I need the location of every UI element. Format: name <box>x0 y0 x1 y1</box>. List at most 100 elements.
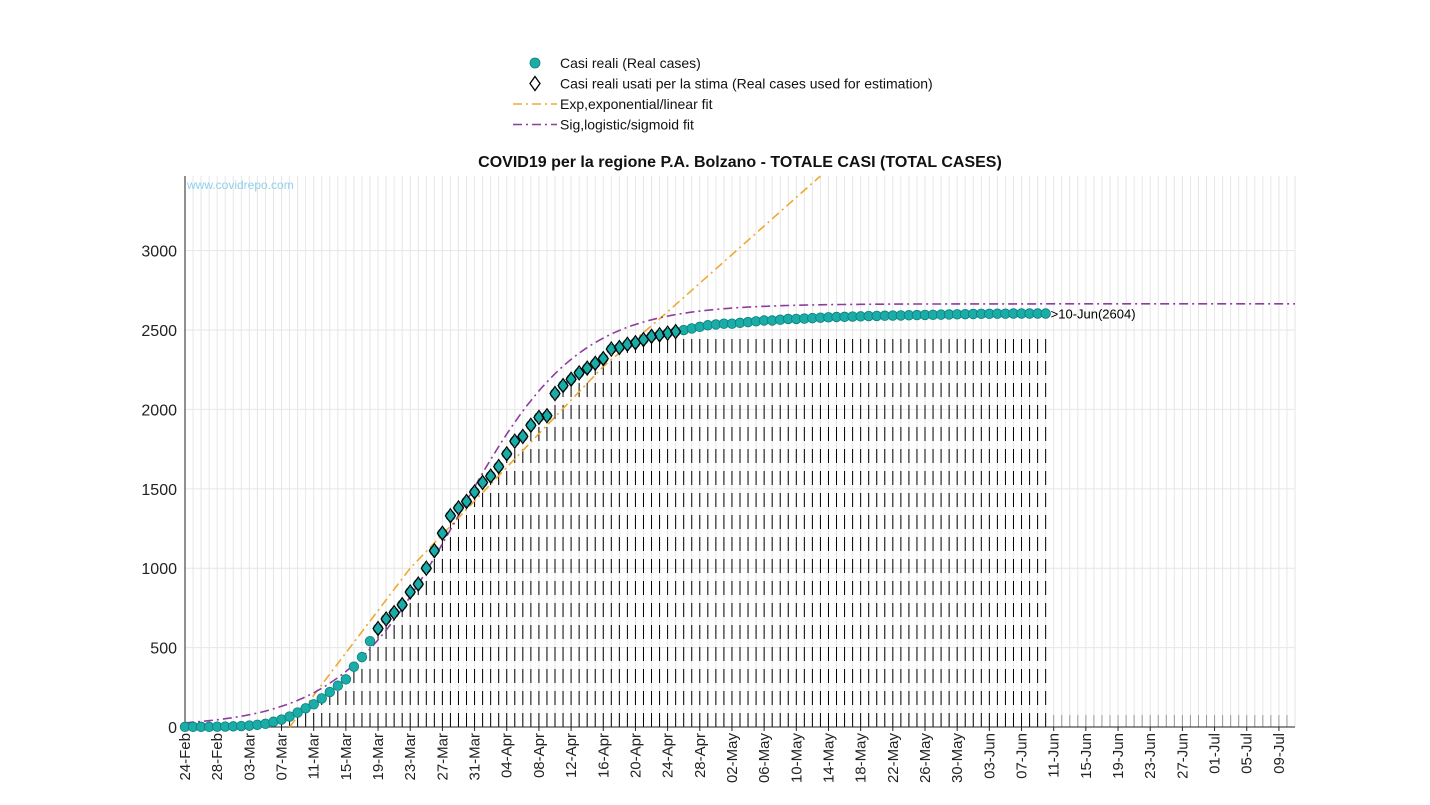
real-case-point <box>388 607 400 618</box>
x-tick-label: 11-Jun <box>1046 733 1063 778</box>
labels: 0 500 1000 1500 2000 2500 3000 24-Feb 28-Feb 03-M… <box>141 244 1288 783</box>
real-case-point <box>396 599 408 610</box>
real-case-point <box>445 510 456 522</box>
real-case-point <box>292 707 303 718</box>
real-case-point <box>501 448 512 460</box>
y-tick-label: 500 <box>150 641 177 658</box>
x-tick-label: 10-May <box>788 733 805 784</box>
estimation-point <box>484 468 497 485</box>
real-case-point <box>356 651 368 663</box>
estimation-point <box>388 604 400 621</box>
real-case-point <box>469 486 480 498</box>
real-case-point <box>316 693 327 704</box>
legend: Casi reali (Real cases) Casi reali usati … <box>513 55 933 133</box>
real-case-point <box>1040 308 1051 319</box>
x-tick-label: 06-May <box>756 733 773 784</box>
x-tick-label: 05-Jul <box>1239 733 1256 774</box>
x-tick-label: 15-Jun <box>1078 733 1095 779</box>
real-case-point <box>493 461 504 472</box>
estimation-point <box>581 360 593 377</box>
estimation-point <box>589 355 601 372</box>
estimation-point <box>517 428 529 445</box>
y-tick-label: 2000 <box>141 402 177 419</box>
x-tick-label: 04-Apr <box>499 733 516 778</box>
real-case-point <box>525 420 537 431</box>
real-case-point <box>557 380 569 391</box>
estimation-point <box>452 499 465 516</box>
estimation-point <box>509 433 521 450</box>
estimation-point <box>557 377 569 394</box>
estimation-point <box>565 371 577 388</box>
data-points <box>179 308 1051 733</box>
x-tick-label: 28-Feb <box>209 733 226 781</box>
real-case-point <box>485 470 496 482</box>
y-tick-label: 3000 <box>141 244 177 261</box>
x-tick-label: 31-Mar <box>467 733 484 781</box>
estimation-point <box>372 620 384 637</box>
x-tick-label: 24-Feb <box>177 733 194 781</box>
real-case-point <box>364 636 376 647</box>
x-tick-label: 08-Apr <box>531 733 548 778</box>
estimation-point <box>597 350 609 367</box>
y-tick-label: 0 <box>168 720 177 737</box>
x-tick-label: 16-Apr <box>595 733 612 778</box>
x-tick-label: 07-Jun <box>1014 733 1031 779</box>
x-tick-label: 20-Apr <box>627 733 644 778</box>
x-tick-label: 18-May <box>853 733 870 784</box>
x-tick-label: 02-May <box>724 733 741 784</box>
estimation-point <box>525 417 537 434</box>
estimation-point <box>428 542 441 559</box>
estimation-point <box>501 445 513 462</box>
real-case-point <box>413 578 424 590</box>
estimation-point <box>396 596 408 613</box>
real-case-point <box>437 528 448 539</box>
real-case-point <box>477 477 488 488</box>
real-case-point <box>308 699 319 710</box>
real-case-point <box>324 686 335 698</box>
x-tick-label: 01-Jul <box>1207 733 1224 774</box>
estimation-point <box>549 385 561 402</box>
real-case-point <box>340 674 352 685</box>
x-tick-label: 27-Mar <box>434 733 451 781</box>
x-tick-label: 11-Mar <box>306 733 323 779</box>
estimation-point <box>460 493 473 510</box>
x-tick-label: 12-Apr <box>563 733 580 778</box>
estimation-point <box>436 525 449 542</box>
real-case-point <box>461 496 472 507</box>
estimation-point <box>444 507 457 524</box>
y-tick-label: 1000 <box>141 561 177 578</box>
x-tick-label: 23-Mar <box>402 733 419 781</box>
real-case-point <box>380 613 392 625</box>
estimation-point <box>380 610 392 628</box>
estimation-point <box>669 323 682 340</box>
real-case-point <box>421 563 432 574</box>
x-tick-label: 22-May <box>885 733 902 784</box>
y-tick-label: 1500 <box>141 482 177 499</box>
legend-label: Exp,exponential/linear fit <box>560 96 713 112</box>
last-value-annotation: >10-Jun(2604) <box>1051 307 1136 322</box>
real-case-point <box>348 661 360 672</box>
estimation-point <box>412 576 424 593</box>
estimation-point <box>573 364 585 381</box>
real-case-point <box>372 623 384 634</box>
real-case-point <box>541 410 553 421</box>
legend-marker-circle <box>529 57 541 69</box>
legend-label: Casi reali (Real cases) <box>560 55 701 71</box>
x-tick-label: 28-Apr <box>692 733 709 778</box>
x-tick-label: 23-Jun <box>1142 733 1159 779</box>
x-tick-label: 19-Jun <box>1110 733 1127 779</box>
watermark: www.covidrepo.com <box>186 178 294 192</box>
x-tick-label: 09-Jul <box>1271 733 1288 774</box>
estimation-point <box>404 583 416 601</box>
real-case-point <box>332 680 344 691</box>
chart-title: COVID19 per la regione P.A. Bolzano - TO… <box>478 154 1002 171</box>
estimation-point <box>541 407 553 424</box>
estimation-point <box>492 458 505 475</box>
legend-label: Sig,logistic/sigmoid fit <box>560 117 694 133</box>
x-tick-label: 03-Jun <box>981 733 998 779</box>
estimation-point <box>468 483 481 501</box>
x-tick-label: 14-May <box>820 733 837 784</box>
real-case-point <box>549 388 561 399</box>
